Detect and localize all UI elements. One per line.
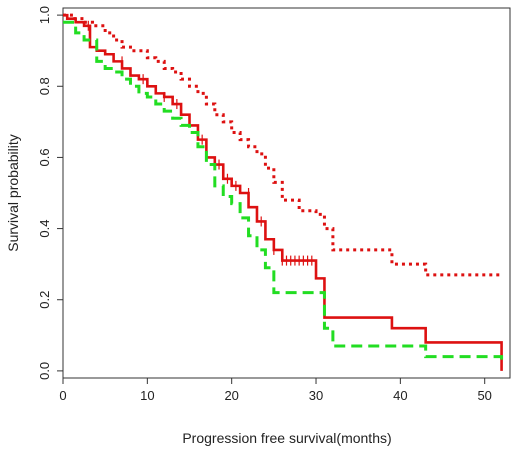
x-axis: 0 10 20 30 40 50 bbox=[59, 378, 492, 403]
y-tick-label: 0.6 bbox=[37, 148, 52, 166]
y-tick-label: 0.4 bbox=[37, 220, 52, 238]
upper-confidence-bound-line bbox=[63, 13, 502, 277]
survival-estimate-line bbox=[63, 13, 503, 371]
plot-frame bbox=[62, 7, 511, 379]
lower-confidence-bound-line bbox=[63, 20, 504, 364]
censor-marks bbox=[87, 20, 313, 266]
y-tick-label: 0.2 bbox=[37, 291, 52, 309]
y-tick-label: 0.0 bbox=[37, 362, 52, 380]
x-tick-label: 20 bbox=[224, 388, 238, 403]
x-tick-label: 0 bbox=[59, 388, 66, 403]
series-layer bbox=[63, 13, 504, 371]
x-tick-label: 50 bbox=[477, 388, 491, 403]
x-axis-label: Progression free survival(months) bbox=[182, 430, 391, 446]
y-tick-label: 0.8 bbox=[37, 77, 52, 95]
y-axis-label: Survival probability bbox=[5, 134, 21, 252]
x-tick-label: 30 bbox=[309, 388, 323, 403]
x-tick-label: 40 bbox=[393, 388, 407, 403]
y-tick-label: 1.0 bbox=[37, 6, 52, 24]
y-axis: 0.0 0.2 0.4 0.6 0.8 1.0 bbox=[37, 6, 63, 380]
x-tick-label: 10 bbox=[140, 388, 154, 403]
